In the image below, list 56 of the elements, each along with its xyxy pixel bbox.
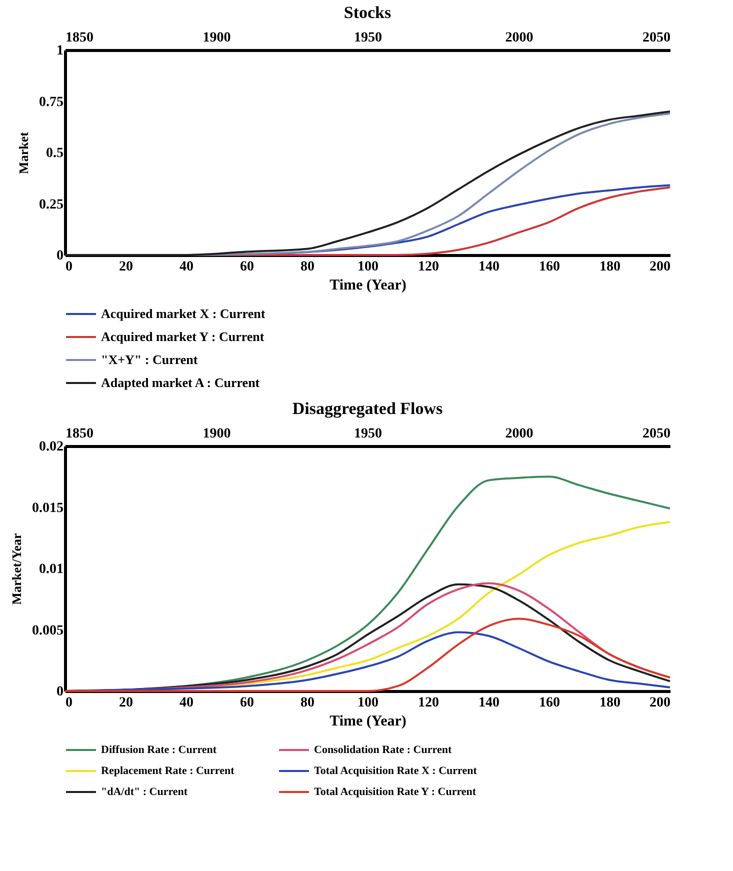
y-tick-label: 0 <box>56 684 64 700</box>
x-tick-label: 200 <box>650 696 670 710</box>
legend-label: Diffusion Rate : Current <box>101 744 217 756</box>
x-tick-label: 40 <box>180 260 194 274</box>
x-tick-label: 20 <box>119 696 133 710</box>
y-axis-title: Market/Year <box>9 533 24 605</box>
legend-label: Total Acquisition Rate Y : Current <box>314 786 476 798</box>
legend-label: "dA/dt" : Current <box>101 786 188 798</box>
y-tick-label: 0.01 <box>39 562 64 577</box>
x-tick-label: 60 <box>240 260 254 274</box>
legend-label: "X+Y" : Current <box>101 352 198 367</box>
x-tick-label: 160 <box>539 260 560 274</box>
y-axis-title: Market <box>16 131 31 174</box>
y-tick-label: 0.02 <box>39 440 64 454</box>
x-tick-label: 140 <box>478 696 500 710</box>
y-tick-label: 1 <box>56 44 64 58</box>
x-axis-title: Time (Year) <box>330 714 406 730</box>
y-tick-label: 0.005 <box>32 623 64 638</box>
y-tick-label: 0.25 <box>39 197 64 212</box>
y-tick-label: 0.015 <box>32 500 64 516</box>
x2-tick-label: 1850 <box>66 30 94 46</box>
x-tick-label: 40 <box>180 696 194 710</box>
y-tick-label: 0 <box>56 248 64 264</box>
x-tick-label: 60 <box>240 696 254 710</box>
x-tick-label: 180 <box>600 696 620 710</box>
x-tick-label: 100 <box>358 260 378 274</box>
x-tick-label: 100 <box>358 696 378 710</box>
x2-tick-label: 1950 <box>354 30 382 46</box>
x-tick-label: 120 <box>418 696 439 710</box>
x2-tick-label: 1850 <box>66 426 94 442</box>
x-tick-label: 80 <box>300 260 314 274</box>
x-tick-label: 80 <box>300 696 314 710</box>
legend-label: Replacement Rate : Current <box>101 765 235 777</box>
x-tick-label: 180 <box>600 260 620 274</box>
legend-label: Consolidation Rate : Current <box>314 744 452 756</box>
x-tick-label: 200 <box>650 260 670 274</box>
x2-tick-label: 1950 <box>354 426 382 442</box>
x2-tick-label: 1900 <box>202 426 231 442</box>
x2-tick-label: 1900 <box>202 30 231 46</box>
x2-tick-label: 2050 <box>642 30 670 46</box>
chart-title: Disaggregated Flows <box>292 399 444 418</box>
x-tick-label: 120 <box>418 260 439 274</box>
y-tick-label: 0.75 <box>39 94 64 110</box>
x-axis-title: Time (Year) <box>330 278 406 294</box>
x-tick-label: 20 <box>119 260 133 274</box>
y-tick-label: 0.5 <box>46 146 64 161</box>
chart-title: Stocks <box>344 3 392 22</box>
legend-label: Acquired market X : Current <box>101 306 266 321</box>
x2-tick-label: 2000 <box>505 426 534 442</box>
x2-tick-label: 2050 <box>642 426 670 442</box>
x-tick-label: 160 <box>539 696 560 710</box>
legend-label: Adapted market A : Current <box>101 375 260 390</box>
legend-label: Acquired market Y : Current <box>101 329 265 344</box>
x-tick-label: 140 <box>478 260 500 274</box>
legend-label: Total Acquisition Rate X : Current <box>314 765 478 777</box>
x2-tick-label: 2000 <box>505 30 534 46</box>
